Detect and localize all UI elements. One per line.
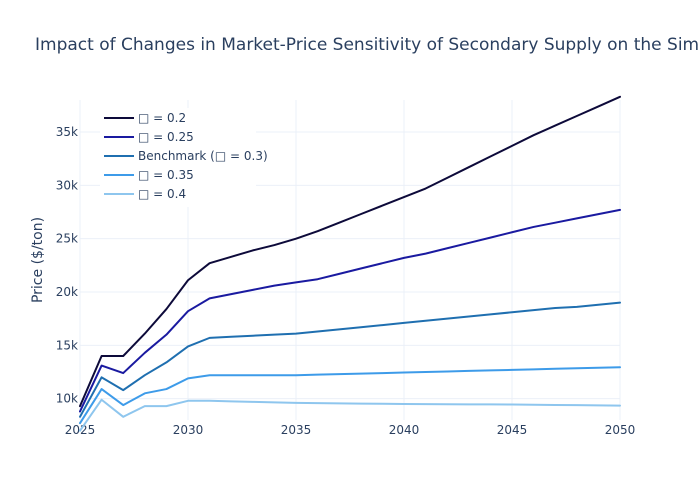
- legend-item[interactable]: □ = 0.35: [104, 168, 194, 182]
- series-line-3: [79, 366, 621, 425]
- y-tick-label: 15k: [56, 338, 78, 352]
- legend[interactable]: □ = 0.2 □ = 0.25 Benchmark (□ = 0.3) □ = 0.…: [100, 108, 268, 207]
- legend-item[interactable]: □ = 0.4: [104, 187, 186, 201]
- x-tick-label: 2035: [281, 423, 312, 437]
- y-tick-label: 25k: [56, 232, 78, 246]
- legend-background: [100, 108, 256, 207]
- y-tick-label: 10k: [56, 392, 78, 406]
- series-line-4: [79, 398, 621, 432]
- x-tick-label: 2050: [605, 423, 636, 437]
- legend-label: □ = 0.25: [138, 130, 194, 144]
- x-tick-label: 2030: [173, 423, 204, 437]
- legend-label: Benchmark (□ = 0.3): [138, 149, 268, 163]
- y-tick-label: 20k: [56, 285, 78, 299]
- y-axis-title: Price ($/ton): [30, 217, 46, 303]
- y-tick-label: 35k: [56, 125, 78, 139]
- chart-title: Impact of Changes in Market-Price Sensit…: [35, 35, 700, 55]
- legend-label: □ = 0.2: [138, 111, 186, 125]
- series-line-2: [79, 301, 621, 418]
- x-tick-label: 2040: [389, 423, 420, 437]
- x-tick-label: 2045: [497, 423, 528, 437]
- legend-label: □ = 0.35: [138, 168, 194, 182]
- series-line-1: [79, 208, 621, 413]
- legend-item[interactable]: □ = 0.25: [104, 130, 194, 144]
- x-axis: 2025 2030 2035 2040 2045 2050: [65, 423, 636, 437]
- series-lines: [79, 95, 621, 432]
- y-tick-label: 30k: [56, 178, 78, 192]
- legend-item[interactable]: □ = 0.2: [104, 111, 186, 125]
- legend-item[interactable]: Benchmark (□ = 0.3): [104, 149, 268, 163]
- series-line-0: [79, 95, 621, 408]
- legend-label: □ = 0.4: [138, 187, 186, 201]
- y-axis: 10k 15k 20k 25k 30k 35k: [56, 125, 78, 406]
